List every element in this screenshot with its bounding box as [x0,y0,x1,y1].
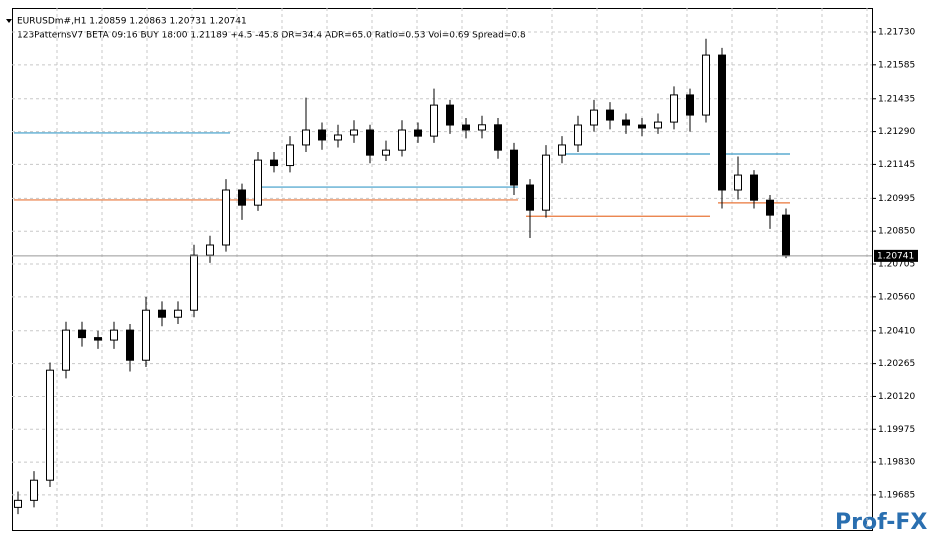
candle-body [478,124,486,131]
candle-body [686,94,694,116]
y-tick-label: 1.19685 [878,490,915,500]
candle-body [510,149,518,186]
candle-body [206,244,214,256]
candle-body [750,174,758,201]
candle-body [606,109,614,121]
menu-arrow[interactable] [6,19,12,23]
plot-frame [12,8,873,531]
candle-body [446,104,454,126]
candle-body [590,109,598,126]
y-tick-label: 1.21585 [878,60,915,70]
candle-body [494,124,502,151]
candle-body [302,129,310,146]
y-tick-label: 1.21290 [878,127,915,137]
y-tick-label: 1.20995 [878,194,915,204]
watermark: Prof-FX [835,510,927,535]
candle-body [334,134,342,141]
y-tick-label: 1.20265 [878,359,915,369]
candle-body [110,329,118,341]
y-tick-label: 1.19975 [878,425,915,435]
candle-body [254,159,262,206]
candle-body [174,309,182,318]
candle-body [558,144,566,156]
candle-body [366,129,374,156]
candle-body [190,254,198,311]
y-tick-label: 1.19830 [878,458,915,468]
current-price-box [874,249,918,262]
y-tick-label: 1.21435 [878,94,915,104]
chart-title: EURUSDm#,H1 1.20859 1.20863 1.20731 1.20… [17,17,247,27]
candle-body [158,309,166,318]
y-tick-label: 1.20120 [878,392,915,402]
candle-body [526,184,534,211]
candle-body [62,329,70,371]
candle-body [398,129,406,151]
candle-body [638,124,646,129]
candle-body [94,337,102,341]
indicator-info: 123PatternsV7 BETA 09:16 BUY 18:00 1.211… [17,31,526,41]
candle-body [286,144,294,167]
candle-body [318,129,326,141]
candle-body [782,214,790,257]
candle-body [126,329,134,361]
y-tick-label: 1.20850 [878,227,915,237]
candle-body [542,154,550,211]
candle-body [622,119,630,126]
current-price-label: 1.20741 [877,251,914,261]
candle-body [654,121,662,129]
candle-body [14,499,22,508]
y-tick-label: 1.21730 [878,27,915,37]
candle-body [414,129,422,137]
candle-body [142,309,150,361]
y-tick-label: 1.20705 [878,260,915,270]
candle-body [702,54,710,116]
candle-body [766,199,774,216]
candle-body [670,94,678,123]
candle-body [734,174,742,191]
candle-body [46,369,54,481]
candle-body [78,329,86,339]
candle-body [718,54,726,191]
candle-body [270,159,278,167]
candle-body [430,104,438,137]
y-tick-label: 1.20560 [878,292,915,302]
candle-body [574,124,582,146]
y-tick-label: 1.20410 [878,326,915,336]
candle-body [222,189,230,246]
candle-body [30,479,38,501]
candle-body [238,189,246,206]
candle-body [462,124,470,131]
candle-body [382,149,390,156]
candle-body [350,129,358,136]
y-tick-label: 1.21145 [878,160,915,170]
